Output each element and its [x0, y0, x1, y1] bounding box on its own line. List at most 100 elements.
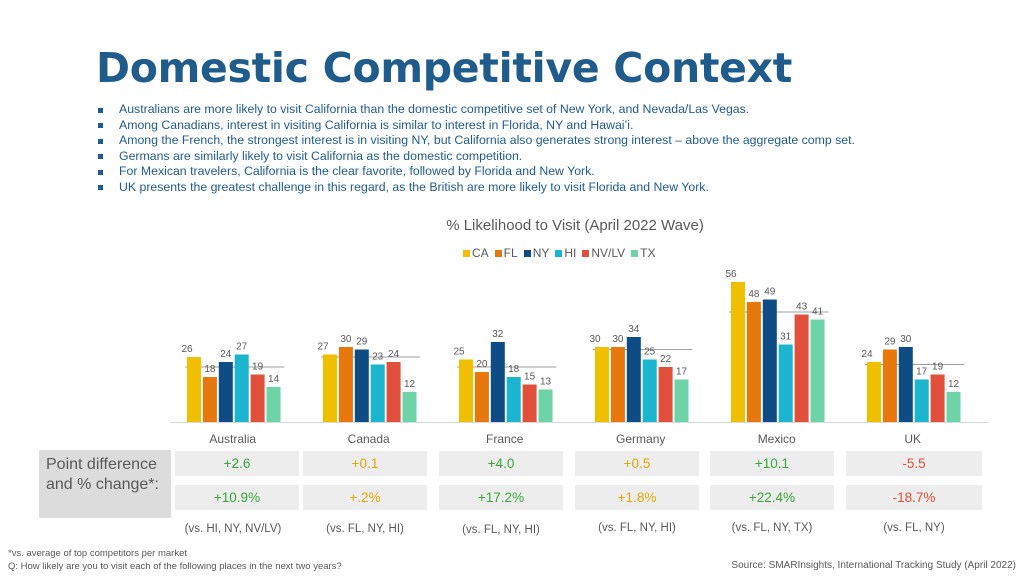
bar-hi: [370, 364, 385, 422]
legend-label: NV/LV: [591, 246, 626, 260]
data-label: 12: [948, 379, 960, 390]
percent-change-cell: +1.8%: [575, 485, 699, 510]
data-label: 30: [340, 334, 352, 345]
data-label: 19: [252, 362, 264, 373]
legend-swatch: [555, 249, 563, 257]
data-label: 32: [492, 329, 504, 340]
chart-title: % Likelihood to Visit (April 2022 Wave): [446, 217, 704, 234]
point-difference-cell: +4.0: [439, 451, 563, 476]
bar-tx: [538, 389, 553, 422]
bar-ca: [867, 362, 881, 422]
bar-fl: [882, 349, 897, 422]
data-label: 30: [900, 334, 912, 345]
bar-ny: [762, 299, 777, 422]
bar-hi: [234, 354, 249, 422]
percent-change-cell: +22.4%: [710, 485, 834, 510]
legend-label: CA: [472, 246, 489, 260]
legend-item-fl: FL: [494, 246, 518, 260]
bar-tx: [674, 379, 689, 422]
bar-ny: [490, 342, 505, 422]
data-label: 30: [589, 334, 601, 345]
bullet-item: For Mexican travelers, California is the…: [96, 164, 855, 180]
bar-nv-lv: [522, 384, 537, 422]
data-label: 41: [812, 307, 824, 318]
bullet-item: UK presents the greatest challenge in th…: [96, 180, 855, 196]
bar-nv-lv: [794, 314, 809, 422]
category-label: UK: [904, 432, 921, 446]
comparison-note: (vs. FL, NY, TX): [731, 522, 813, 534]
bar-fl: [474, 372, 489, 422]
percent-change-cell: +17.2%: [439, 485, 563, 510]
data-label: 24: [220, 349, 232, 360]
bullet-item: Among Canadians, interest in visiting Ca…: [96, 118, 855, 134]
legend-swatch: [582, 249, 590, 257]
data-label: 13: [540, 377, 552, 388]
data-label: 18: [508, 364, 520, 375]
data-label: 17: [676, 367, 688, 378]
percent-change-cell: +10.9%: [175, 485, 299, 510]
bar-ca: [459, 359, 473, 422]
bar-fl: [746, 302, 761, 422]
bar-fl: [202, 377, 217, 422]
page-title: Domestic Competitive Context: [96, 44, 793, 92]
bar-ca: [323, 354, 337, 422]
data-label: 19: [932, 362, 944, 373]
legend-item-hi: HI: [555, 246, 576, 260]
bar-ny: [898, 347, 913, 422]
bullet-list: Australians are more likely to visit Cal…: [96, 102, 855, 195]
category-label: Australia: [209, 432, 256, 446]
data-label: 20: [476, 359, 488, 370]
legend-label: TX: [640, 246, 656, 260]
legend-swatch: [463, 249, 470, 257]
point-difference-label: Point difference and % change*:: [39, 450, 171, 518]
comparison-note: (vs. FL, NY, HI): [462, 524, 540, 536]
bar-nv-lv: [250, 374, 265, 422]
legend-item-ca: CA: [463, 246, 489, 260]
legend-swatch: [523, 249, 531, 257]
comparison-note: (vs. FL, NY): [883, 522, 945, 534]
point-difference-cell: -5.5: [846, 451, 982, 476]
bar-ca: [731, 282, 745, 422]
category-label: Germany: [616, 432, 665, 446]
comparison-note: (vs. HI, NY, NV/LV): [184, 523, 282, 535]
bar-ny: [218, 362, 233, 422]
bar-tx: [810, 319, 825, 422]
chart-legend: CA FL NY HI NV/LV TX: [463, 246, 662, 260]
data-label: 24: [861, 349, 873, 360]
bar-hi: [778, 344, 793, 422]
bar-hi: [642, 359, 657, 422]
data-label: 23: [372, 352, 384, 363]
legend-swatch: [631, 249, 639, 257]
category-label: France: [486, 432, 524, 446]
comparison-note: (vs. FL, NY, HI): [598, 522, 676, 534]
percent-change-cell: +.2%: [303, 485, 427, 510]
bar-fl: [610, 347, 625, 422]
bar-tx: [946, 392, 961, 422]
data-label: 34: [628, 324, 640, 335]
legend-label: FL: [503, 246, 518, 260]
data-label: 29: [356, 337, 368, 348]
data-label: 15: [524, 372, 536, 383]
bar-tx: [266, 387, 281, 422]
bullet-item: Australians are more likely to visit Cal…: [96, 102, 855, 118]
source-note: Source: SMARInsights, International Trac…: [731, 560, 1016, 571]
bar-nv-lv: [658, 367, 673, 422]
data-label: 43: [796, 302, 808, 313]
data-label: 48: [748, 289, 760, 300]
point-difference-cell: +0.5: [575, 451, 699, 476]
data-label: 29: [884, 337, 896, 348]
legend-item-nvlv: NV/LV: [582, 246, 625, 260]
point-difference-cell: +2.6: [175, 451, 299, 476]
point-difference-label-text: Point difference and % change*:: [46, 456, 159, 493]
bar-nv-lv: [930, 374, 945, 422]
data-label: 18: [204, 364, 216, 375]
data-label: 26: [181, 344, 193, 355]
comparison-note: (vs. FL, NY, HI): [326, 523, 404, 535]
bar-tx: [402, 392, 417, 422]
data-label: 24: [388, 349, 400, 360]
data-label: 17: [916, 367, 928, 378]
category-label: Canada: [348, 432, 390, 446]
bar-ny: [626, 337, 641, 422]
footnote-question: Q: How likely are you to visit each of t…: [8, 560, 342, 572]
